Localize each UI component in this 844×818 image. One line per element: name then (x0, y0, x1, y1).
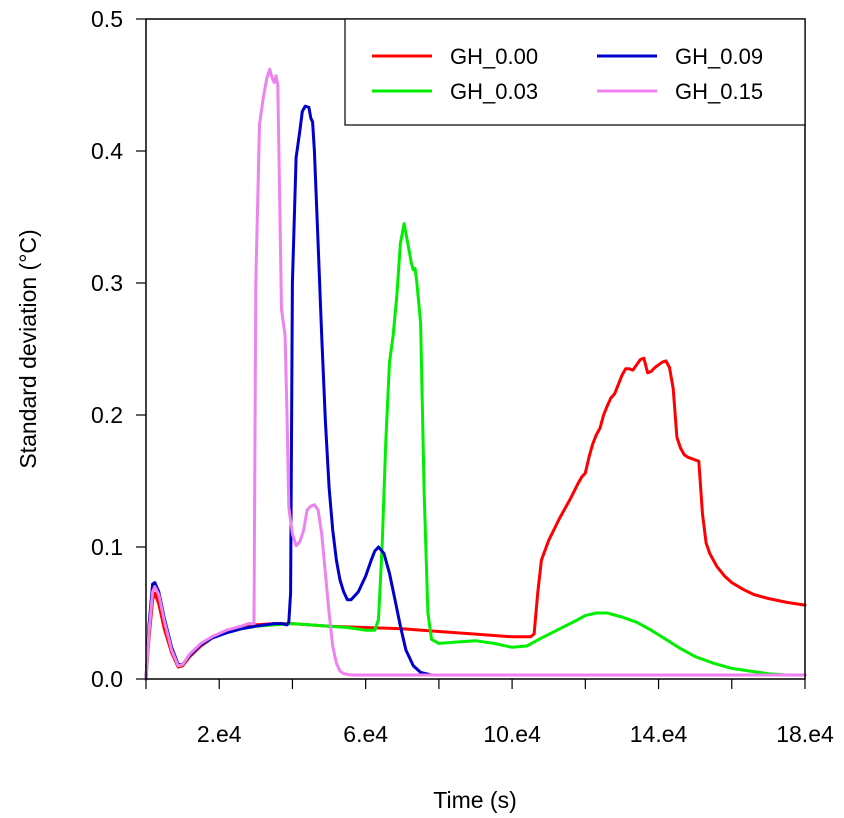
legend-item-gh-0-00: GH_0.00 (372, 44, 538, 69)
y-tick-label: 0.3 (91, 270, 123, 296)
legend-item-gh-0-15: GH_0.15 (597, 79, 763, 104)
series-line-gh-0-00 (144, 356, 807, 681)
x-axis-label: Time (s) (433, 787, 516, 813)
legend-item-gh-0-09: GH_0.09 (597, 44, 763, 69)
x-axis: 2.e4 6.e4 10.e4 14.e4 18.e4 (145, 679, 834, 747)
x-tick-label: 6.e4 (343, 721, 388, 747)
y-tick-label: 0.2 (91, 402, 123, 428)
y-axis-label: Standard deviation (°C) (15, 229, 41, 468)
series-line-gh-0-15 (144, 67, 807, 681)
x-tick-label: 18.e4 (776, 721, 834, 747)
x-tick-label: 10.e4 (483, 721, 541, 747)
y-axis: 0.0 0.1 0.2 0.3 0.4 0.5 (91, 6, 146, 692)
x-tick-label: 14.e4 (630, 721, 688, 747)
series-line-gh-0-03 (144, 222, 807, 681)
x-tick-label: 2.e4 (197, 721, 242, 747)
y-tick-label: 0.5 (91, 6, 123, 32)
legend-item-gh-0-03: GH_0.03 (372, 79, 538, 104)
series-line-gh-0-09 (144, 104, 807, 681)
plot-marks (144, 67, 807, 681)
legend-box (344, 18, 806, 126)
y-tick-label: 0.4 (91, 138, 123, 164)
legend-label: GH_0.09 (675, 44, 763, 69)
legend-label: GH_0.00 (450, 44, 538, 69)
y-tick-label: 0.0 (91, 666, 123, 692)
y-tick-label: 0.1 (91, 534, 123, 560)
legend-label: GH_0.15 (675, 79, 763, 104)
legend: GH_0.00 GH_0.03 GH_0.09 GH_0.15 (344, 18, 806, 126)
legend-label: GH_0.03 (450, 79, 538, 104)
